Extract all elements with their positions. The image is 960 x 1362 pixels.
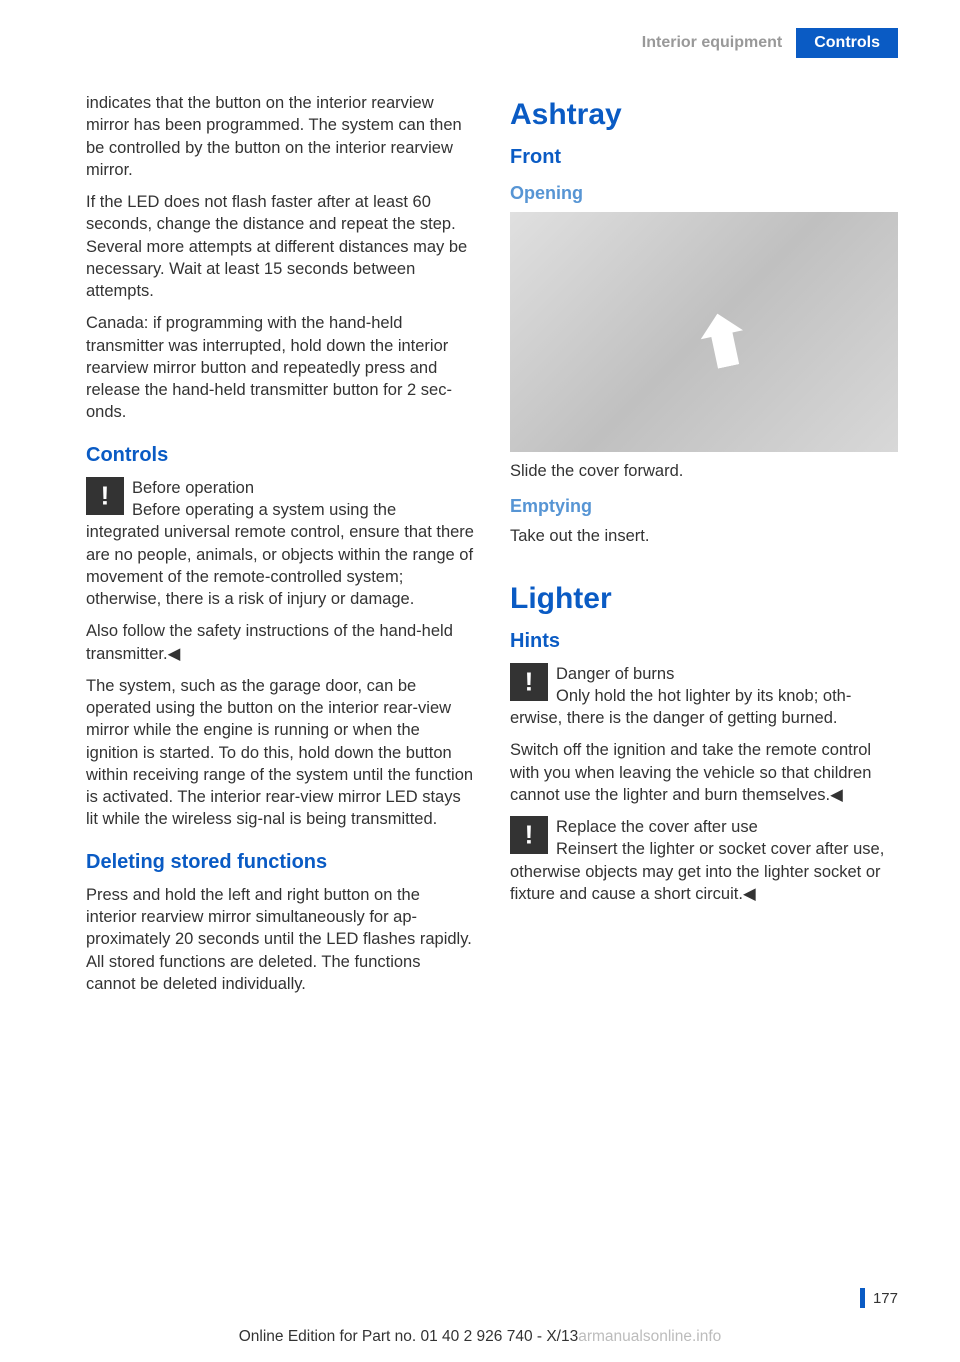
- heading-hints: Hints: [510, 630, 898, 653]
- warning-block: Danger of burns Only hold the hot lighte…: [510, 663, 898, 730]
- heading-controls: Controls: [86, 444, 474, 467]
- body-paragraph: If the LED does not flash faster after a…: [86, 191, 474, 302]
- heading-deleting: Deleting stored functions: [86, 851, 474, 874]
- body-paragraph: indicates that the button on the interio…: [86, 92, 474, 181]
- heading-emptying: Emptying: [510, 496, 898, 517]
- warning-title: Before operation: [132, 479, 254, 497]
- warning-text: Before operation Before operating a syst…: [86, 477, 474, 611]
- warning-block: Replace the cover after use Reinsert the…: [510, 816, 898, 905]
- heading-opening: Opening: [510, 183, 898, 204]
- warning-block: Before operation Before operating a syst…: [86, 477, 474, 611]
- body-paragraph: Press and hold the left and right button…: [86, 884, 474, 995]
- footer-watermark: armanualsonline.info: [578, 1328, 721, 1345]
- breadcrumb-chapter: Controls: [796, 28, 898, 58]
- page-number-text: 177: [873, 1290, 898, 1307]
- warning-body: Reinsert the lighter or socket cover aft…: [510, 840, 884, 903]
- body-paragraph: Also follow the safety instructions of t…: [86, 620, 474, 665]
- warning-text: Replace the cover after use Reinsert the…: [510, 816, 898, 905]
- warning-title: Danger of burns: [556, 665, 674, 683]
- body-paragraph: Switch off the ignition and take the rem…: [510, 739, 898, 806]
- page-number: 177: [860, 1288, 898, 1308]
- warning-title: Replace the cover after use: [556, 818, 758, 836]
- warning-icon: [86, 477, 124, 515]
- footer-edition: Online Edition for Part no. 01 40 2 926 …: [239, 1328, 579, 1345]
- warning-text: Danger of burns Only hold the hot lighte…: [510, 663, 898, 730]
- body-paragraph: Take out the insert.: [510, 525, 898, 547]
- image-caption: Slide the cover forward.: [510, 460, 898, 482]
- warning-icon: [510, 816, 548, 854]
- warning-body: Before operating a system using the inte…: [86, 501, 474, 608]
- right-column: Ashtray Front Opening Slide the cover fo…: [510, 92, 898, 1005]
- ashtray-opening-image: [510, 212, 898, 452]
- body-paragraph: Canada: if programming with the hand-hel…: [86, 312, 474, 423]
- warning-body: Only hold the hot lighter by its knob; o…: [510, 687, 851, 727]
- warning-icon: [510, 663, 548, 701]
- page-header: Interior equipment Controls: [628, 28, 898, 58]
- page-footer: Online Edition for Part no. 01 40 2 926 …: [0, 1328, 960, 1346]
- page-content: indicates that the button on the interio…: [86, 92, 898, 1005]
- breadcrumb-section: Interior equipment: [628, 28, 796, 58]
- left-column: indicates that the button on the interio…: [86, 92, 474, 1005]
- heading-lighter: Lighter: [510, 582, 898, 616]
- heading-front: Front: [510, 146, 898, 169]
- heading-ashtray: Ashtray: [510, 98, 898, 132]
- body-paragraph: The system, such as the garage door, can…: [86, 675, 474, 831]
- page-number-bar: [860, 1288, 865, 1308]
